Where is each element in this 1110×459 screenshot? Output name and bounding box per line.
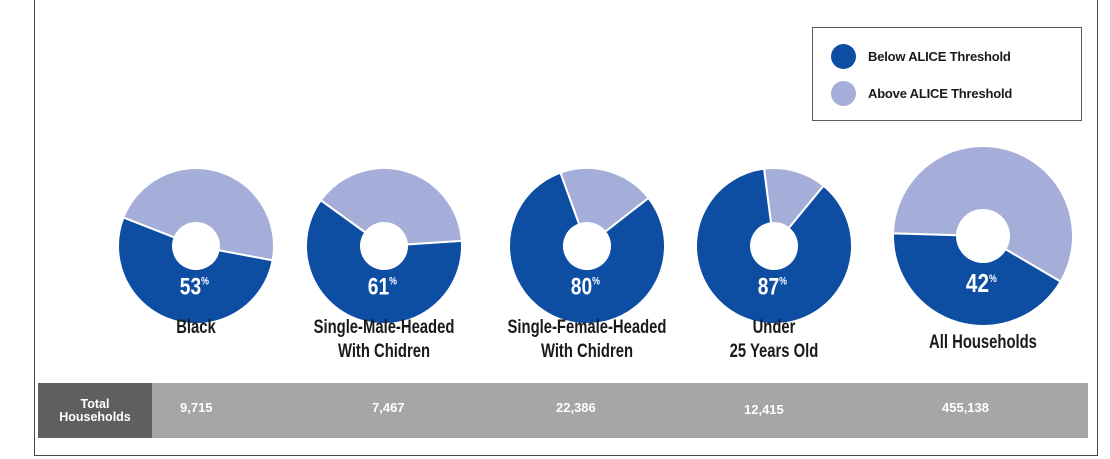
donut-slice-below <box>305 198 463 325</box>
category-label-line: All Households <box>929 332 1037 353</box>
donut-slice-above <box>122 167 275 262</box>
total-households-value: 22,386 <box>556 400 596 415</box>
category-label: All Households <box>897 331 1069 355</box>
total-households-value: 12,415 <box>744 402 784 417</box>
totals-header: Total Households <box>38 383 152 438</box>
category-label-line: Single-Female-Headed <box>507 317 667 338</box>
legend-swatch-below <box>831 43 856 69</box>
donut-slice-below <box>508 171 666 325</box>
legend-swatch-above <box>831 80 856 106</box>
totals-band <box>38 383 1088 438</box>
donut-slice-below <box>695 167 853 325</box>
legend: Below ALICE Threshold Above ALICE Thresh… <box>812 27 1082 121</box>
category-label: Single-Female-Headed With Chidren <box>501 316 673 364</box>
category-label-line: Under <box>752 317 796 338</box>
donut-slice-below <box>117 216 274 325</box>
donut-slice-above <box>892 145 1074 283</box>
total-households-value: 7,467 <box>372 400 405 415</box>
totals-header-line1: Total <box>80 396 110 411</box>
category-label-line: With Chidren <box>540 341 634 362</box>
category-label: Under 25 Years Old <box>688 316 860 364</box>
category-label: Single-Male-Headed With Chidren <box>298 316 470 364</box>
donut-slice-below <box>892 232 1062 327</box>
total-households-value: 9,715 <box>180 400 213 415</box>
legend-label-above: Above ALICE Threshold <box>868 85 1013 101</box>
category-label-line: With Chidren <box>337 341 431 362</box>
donut-slice-above <box>559 167 650 234</box>
category-label: Black <box>110 316 282 340</box>
category-label-line: Black <box>176 317 216 338</box>
category-label-line: Single-Male-Headed <box>313 317 455 338</box>
legend-item-below: Below ALICE Threshold <box>831 42 1011 70</box>
legend-item-above: Above ALICE Threshold <box>831 79 1012 107</box>
totals-header-line2: Households <box>59 409 131 424</box>
donut-percent-label: 87% <box>758 272 787 300</box>
category-label-line: 25 Years Old <box>729 341 819 362</box>
total-households-value: 455,138 <box>942 400 989 415</box>
legend-label-below: Below ALICE Threshold <box>868 48 1011 64</box>
